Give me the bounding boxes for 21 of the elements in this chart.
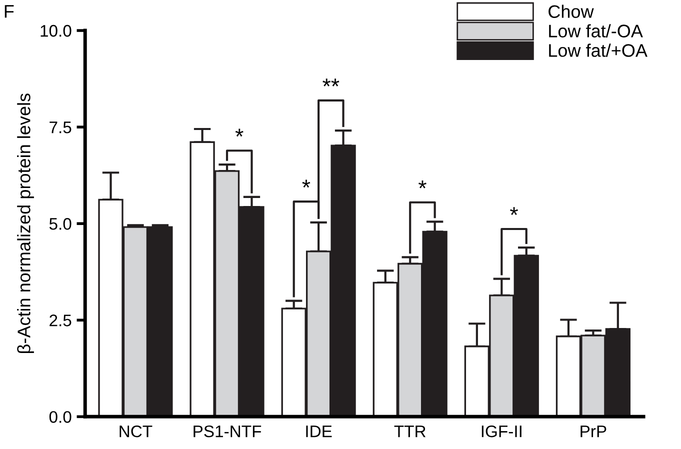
y-axis-title: β-Actin normalized protein levels bbox=[17, 94, 34, 353]
annotation: * bbox=[418, 180, 426, 188]
y-tick-label: 7.5 bbox=[50, 122, 72, 134]
annotation: ** bbox=[322, 78, 340, 86]
x-tick-label: PrP bbox=[580, 426, 606, 438]
x-tick-label: NCT bbox=[120, 425, 152, 438]
x-tick-label: PS1-NTF bbox=[194, 425, 262, 438]
annotation: * bbox=[510, 207, 518, 215]
legend-label: Chow bbox=[548, 4, 594, 18]
y-tick-label: 2.5 bbox=[50, 314, 72, 326]
text: F bbox=[4, 5, 14, 18]
legend-label: Low fat/+OA bbox=[549, 44, 648, 57]
y-tick-label: 0.0 bbox=[49, 411, 72, 423]
x-tick-label: TTR bbox=[394, 426, 426, 438]
legend-label: Low fat/-OA bbox=[549, 24, 643, 38]
y-tick-label: 5.0 bbox=[49, 218, 72, 230]
x-tick-label: IGF-II bbox=[482, 425, 522, 438]
annotation: * bbox=[302, 180, 310, 188]
x-tick-label: IDE bbox=[306, 426, 332, 438]
annotation: * bbox=[235, 128, 244, 137]
y-tick-label: 10.0 bbox=[40, 24, 72, 37]
